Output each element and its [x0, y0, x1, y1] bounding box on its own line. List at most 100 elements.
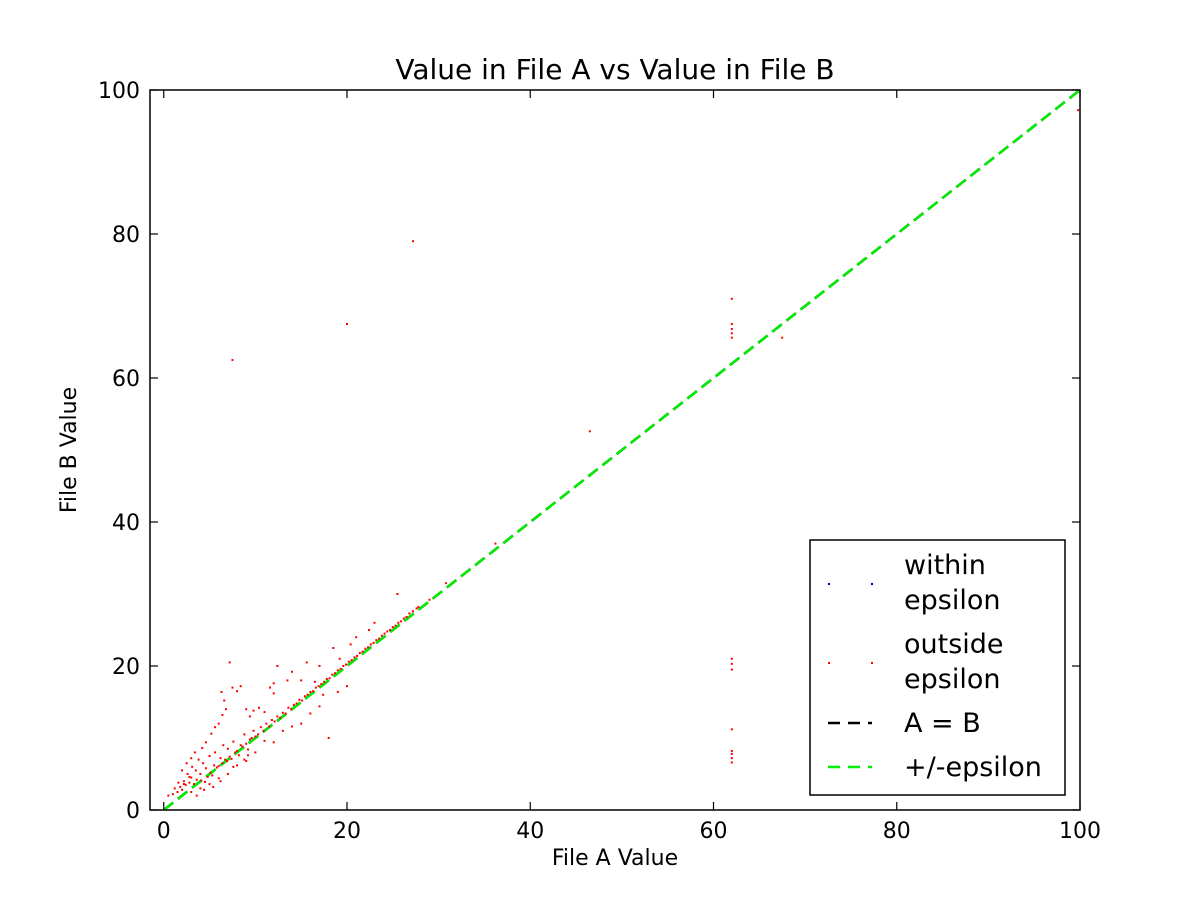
legend-label-line2: epsilon	[904, 664, 1000, 695]
data-point	[252, 709, 255, 712]
data-point	[184, 783, 187, 786]
y-tick-label: 40	[112, 511, 140, 536]
data-point	[210, 732, 213, 735]
data-point	[279, 716, 282, 719]
data-point	[369, 643, 372, 646]
data-point	[259, 726, 262, 729]
plot-series-group	[162, 90, 1080, 810]
data-point	[306, 693, 309, 696]
data-point	[730, 757, 733, 760]
data-point	[336, 669, 339, 672]
data-point	[190, 757, 193, 760]
data-point	[332, 647, 335, 649]
data-point	[228, 661, 231, 664]
data-point	[322, 693, 325, 696]
data-point	[222, 744, 225, 747]
x-tick-label: 20	[333, 819, 361, 844]
data-point	[305, 661, 308, 664]
data-point	[364, 647, 367, 650]
series-line--epsilon	[162, 90, 1080, 810]
legend-label-line2: epsilon	[904, 585, 1000, 616]
data-point	[273, 720, 276, 723]
data-point	[300, 679, 303, 682]
data-point	[219, 757, 222, 760]
data-point	[291, 670, 294, 673]
data-point	[213, 764, 216, 767]
data-point	[380, 634, 383, 637]
data-point	[265, 722, 268, 725]
data-point	[245, 742, 248, 745]
data-point	[336, 690, 339, 693]
data-point	[263, 739, 266, 742]
data-point	[217, 777, 220, 780]
data-point	[318, 705, 321, 708]
data-point	[356, 654, 359, 657]
data-point	[197, 758, 200, 761]
data-point	[309, 690, 312, 693]
data-point	[203, 788, 206, 791]
data-point	[243, 733, 246, 736]
data-point	[247, 748, 250, 751]
data-point	[400, 620, 403, 623]
data-point	[192, 783, 195, 786]
data-point	[444, 582, 447, 585]
data-point	[177, 781, 180, 784]
data-point	[276, 665, 279, 667]
data-point	[225, 708, 228, 711]
data-point	[208, 783, 211, 786]
legend-label: +/-epsilon	[904, 752, 1042, 783]
data-point	[367, 646, 370, 649]
y-tick-label: 0	[126, 799, 140, 824]
data-point	[220, 690, 223, 693]
data-point	[268, 725, 271, 728]
data-point	[367, 629, 370, 631]
data-point	[428, 598, 431, 601]
data-point	[281, 711, 284, 714]
legend-label: within	[904, 550, 986, 581]
data-point	[730, 323, 733, 325]
data-point	[730, 328, 733, 331]
data-point	[248, 715, 251, 718]
data-point	[349, 643, 352, 646]
axes: 0 20 40 60 80 100 0 20 40 60 80 100	[98, 79, 1101, 844]
y-tick-label: 60	[112, 367, 140, 392]
data-point	[342, 665, 345, 667]
data-point	[212, 785, 215, 788]
data-point	[415, 607, 418, 610]
data-point	[730, 761, 733, 764]
data-point	[284, 712, 287, 715]
data-point	[309, 712, 312, 715]
data-point	[211, 774, 214, 777]
data-point	[287, 706, 290, 709]
data-point	[208, 755, 211, 757]
data-point	[167, 794, 170, 797]
legend-label: outside	[904, 629, 1004, 660]
data-point	[350, 659, 353, 662]
data-point	[250, 737, 253, 739]
plot-area	[162, 90, 1080, 810]
data-point	[226, 773, 229, 775]
data-point	[730, 662, 733, 665]
data-point	[338, 657, 341, 660]
data-point	[353, 656, 356, 659]
data-point	[195, 794, 198, 797]
data-point	[781, 336, 784, 339]
data-point	[226, 747, 229, 750]
data-point	[254, 751, 257, 754]
data-point	[375, 639, 378, 642]
legend-marker	[828, 662, 830, 664]
data-point	[347, 660, 350, 663]
data-point	[286, 679, 289, 682]
data-point	[214, 726, 217, 729]
data-point	[215, 766, 218, 769]
data-point	[245, 708, 248, 711]
data-point	[248, 738, 251, 741]
data-point	[730, 668, 733, 671]
data-point	[236, 764, 239, 767]
data-point	[318, 665, 321, 667]
data-point	[355, 636, 358, 639]
data-point	[494, 542, 497, 545]
data-point	[272, 682, 275, 685]
chart-title: Value in File A vs Value in File B	[395, 53, 834, 86]
